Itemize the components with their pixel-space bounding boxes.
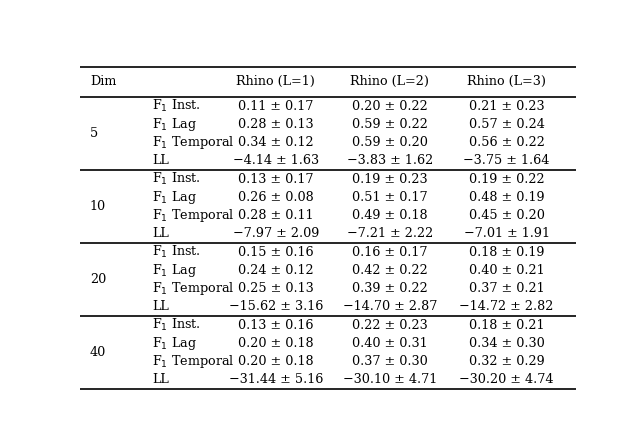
Text: 0.56 ± 0.22: 0.56 ± 0.22 (468, 136, 545, 149)
Text: $\mathregular{F}$$_1$ Lag: $\mathregular{F}$$_1$ Lag (152, 335, 196, 352)
Text: −3.83 ± 1.62: −3.83 ± 1.62 (347, 154, 433, 168)
Text: 0.18 ± 0.21: 0.18 ± 0.21 (469, 319, 544, 332)
Text: $\mathregular{F}$$_1$ Lag: $\mathregular{F}$$_1$ Lag (152, 116, 196, 133)
Text: 0.26 ± 0.08: 0.26 ± 0.08 (238, 191, 314, 204)
Text: 0.59 ± 0.22: 0.59 ± 0.22 (352, 118, 428, 131)
Text: −3.75 ± 1.64: −3.75 ± 1.64 (463, 154, 550, 168)
Text: 0.24 ± 0.12: 0.24 ± 0.12 (238, 264, 314, 277)
Text: 0.15 ± 0.16: 0.15 ± 0.16 (238, 246, 314, 259)
Text: $\mathregular{F}$$_1$ Inst.: $\mathregular{F}$$_1$ Inst. (152, 244, 201, 260)
Text: $\mathregular{F}$$_1$ Lag: $\mathregular{F}$$_1$ Lag (152, 189, 196, 206)
Text: 0.21 ± 0.23: 0.21 ± 0.23 (468, 100, 545, 113)
Text: 0.39 ± 0.22: 0.39 ± 0.22 (352, 282, 428, 295)
Text: Rhino (L=3): Rhino (L=3) (467, 75, 546, 88)
Text: 0.22 ± 0.23: 0.22 ± 0.23 (352, 319, 428, 332)
Text: 0.45 ± 0.20: 0.45 ± 0.20 (468, 209, 545, 222)
Text: Rhino (L=1): Rhino (L=1) (237, 75, 316, 88)
Text: 0.20 ± 0.18: 0.20 ± 0.18 (238, 355, 314, 368)
Text: $\mathregular{F}$$_1$ Inst.: $\mathregular{F}$$_1$ Inst. (152, 98, 201, 114)
Text: −14.70 ± 2.87: −14.70 ± 2.87 (343, 300, 437, 314)
Text: $\mathregular{F}$$_1$ Temporal: $\mathregular{F}$$_1$ Temporal (152, 280, 234, 297)
Text: 0.18 ± 0.19: 0.18 ± 0.19 (469, 246, 544, 259)
Text: LL: LL (152, 228, 169, 240)
Text: 5: 5 (90, 127, 98, 140)
Text: Rhino (L=2): Rhino (L=2) (351, 75, 429, 88)
Text: 0.19 ± 0.22: 0.19 ± 0.22 (468, 173, 545, 186)
Text: 0.13 ± 0.17: 0.13 ± 0.17 (238, 173, 314, 186)
Text: LL: LL (152, 374, 169, 386)
Text: −30.10 ± 4.71: −30.10 ± 4.71 (343, 374, 437, 386)
Text: $\mathregular{F}$$_1$ Inst.: $\mathregular{F}$$_1$ Inst. (152, 171, 201, 187)
Text: 40: 40 (90, 346, 106, 359)
Text: 0.32 ± 0.29: 0.32 ± 0.29 (468, 355, 545, 368)
Text: 0.59 ± 0.20: 0.59 ± 0.20 (352, 136, 428, 149)
Text: −7.01 ± 1.91: −7.01 ± 1.91 (463, 228, 550, 240)
Text: Dim: Dim (90, 75, 116, 88)
Text: −15.62 ± 3.16: −15.62 ± 3.16 (228, 300, 323, 314)
Text: −14.72 ± 2.82: −14.72 ± 2.82 (460, 300, 554, 314)
Text: 0.11 ± 0.17: 0.11 ± 0.17 (238, 100, 314, 113)
Text: 0.34 ± 0.12: 0.34 ± 0.12 (238, 136, 314, 149)
Text: −31.44 ± 5.16: −31.44 ± 5.16 (228, 374, 323, 386)
Text: 0.37 ± 0.30: 0.37 ± 0.30 (352, 355, 428, 368)
Text: 0.16 ± 0.17: 0.16 ± 0.17 (352, 246, 428, 259)
Text: 0.40 ± 0.31: 0.40 ± 0.31 (352, 337, 428, 350)
Text: 0.28 ± 0.11: 0.28 ± 0.11 (238, 209, 314, 222)
Text: −30.20 ± 4.74: −30.20 ± 4.74 (460, 374, 554, 386)
Text: LL: LL (152, 154, 169, 168)
Text: $\mathregular{F}$$_1$ Inst.: $\mathregular{F}$$_1$ Inst. (152, 317, 201, 333)
Text: 0.19 ± 0.23: 0.19 ± 0.23 (352, 173, 428, 186)
Text: $\mathregular{F}$$_1$ Temporal: $\mathregular{F}$$_1$ Temporal (152, 207, 234, 224)
Text: 0.48 ± 0.19: 0.48 ± 0.19 (468, 191, 545, 204)
Text: 0.28 ± 0.13: 0.28 ± 0.13 (238, 118, 314, 131)
Text: −4.14 ± 1.63: −4.14 ± 1.63 (233, 154, 319, 168)
Text: $\mathregular{F}$$_1$ Lag: $\mathregular{F}$$_1$ Lag (152, 262, 196, 279)
Text: 0.34 ± 0.30: 0.34 ± 0.30 (468, 337, 545, 350)
Text: 0.25 ± 0.13: 0.25 ± 0.13 (238, 282, 314, 295)
Text: 0.20 ± 0.22: 0.20 ± 0.22 (352, 100, 428, 113)
Text: $\mathregular{F}$$_1$ Temporal: $\mathregular{F}$$_1$ Temporal (152, 134, 234, 151)
Text: −7.97 ± 2.09: −7.97 ± 2.09 (233, 228, 319, 240)
Text: 20: 20 (90, 273, 106, 286)
Text: −7.21 ± 2.22: −7.21 ± 2.22 (347, 228, 433, 240)
Text: 0.51 ± 0.17: 0.51 ± 0.17 (352, 191, 428, 204)
Text: 0.20 ± 0.18: 0.20 ± 0.18 (238, 337, 314, 350)
Text: 0.13 ± 0.16: 0.13 ± 0.16 (238, 319, 314, 332)
Text: LL: LL (152, 300, 169, 314)
Text: 0.57 ± 0.24: 0.57 ± 0.24 (468, 118, 545, 131)
Text: 0.37 ± 0.21: 0.37 ± 0.21 (468, 282, 545, 295)
Text: 0.42 ± 0.22: 0.42 ± 0.22 (352, 264, 428, 277)
Text: 0.49 ± 0.18: 0.49 ± 0.18 (352, 209, 428, 222)
Text: $\mathregular{F}$$_1$ Temporal: $\mathregular{F}$$_1$ Temporal (152, 353, 234, 370)
Text: 10: 10 (90, 200, 106, 213)
Text: 0.40 ± 0.21: 0.40 ± 0.21 (468, 264, 545, 277)
